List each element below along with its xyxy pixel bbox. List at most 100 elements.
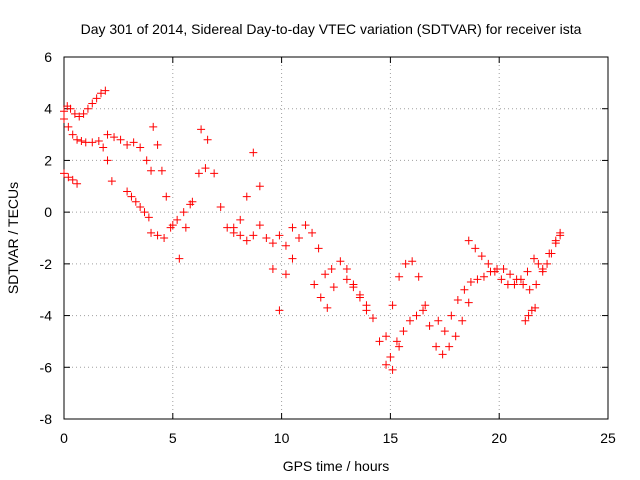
data-point (242, 236, 251, 245)
series-arc-c (60, 169, 82, 188)
grid (64, 57, 608, 419)
data-point (140, 208, 149, 217)
data-point (395, 272, 404, 281)
data-point (157, 166, 166, 175)
data-point (414, 272, 423, 281)
data-point (510, 280, 519, 289)
x-tick-label: 20 (491, 430, 507, 446)
data-point (73, 135, 82, 144)
data-point (236, 215, 245, 224)
data-point (127, 192, 136, 201)
series-arc-o (434, 265, 502, 336)
data-point (175, 254, 184, 263)
data-point (434, 316, 443, 325)
data-point (471, 244, 480, 253)
data-point (88, 138, 97, 147)
data-point (281, 241, 290, 250)
data-point (530, 254, 539, 263)
data-point (547, 249, 556, 258)
y-tick-label: 4 (44, 101, 52, 117)
data-point (392, 337, 401, 346)
data-point (521, 316, 530, 325)
x-tick-label: 0 (60, 430, 68, 446)
data-point (92, 94, 101, 103)
data-point (473, 275, 482, 284)
data-point (323, 303, 332, 312)
data-point (66, 104, 75, 113)
data-point (466, 277, 475, 286)
data-point (166, 223, 175, 232)
series-arc-n (386, 298, 473, 361)
data-point (70, 109, 79, 118)
y-tick-label: 2 (44, 152, 52, 168)
data-point (194, 169, 203, 178)
series-arc-g (147, 200, 195, 242)
data-point (262, 234, 271, 242)
data-point (83, 104, 92, 113)
data-point (242, 192, 251, 201)
data-point (149, 122, 158, 131)
data-point (408, 257, 417, 266)
data-point (64, 173, 73, 182)
series-arc-i (229, 221, 297, 315)
data-point (316, 293, 325, 302)
data-point (99, 143, 108, 152)
series-arc-r (521, 303, 540, 325)
plot-frame (63, 56, 609, 420)
data-point (275, 306, 284, 315)
data-point (499, 265, 508, 274)
data-point (88, 99, 97, 108)
data-point (249, 231, 258, 240)
data-point (236, 231, 245, 240)
data-point (110, 133, 119, 142)
data-point (405, 316, 414, 325)
data-point (349, 283, 358, 292)
data-point (355, 290, 364, 299)
data-point (288, 254, 297, 263)
data-point (281, 270, 290, 279)
data-point (375, 337, 384, 346)
data-point (531, 303, 540, 312)
data-point (329, 283, 338, 292)
data-point (534, 259, 543, 268)
y-tick-label: -2 (40, 256, 53, 272)
data-point (153, 140, 162, 149)
series-arc-e (123, 187, 153, 222)
series-arc-j (268, 221, 336, 279)
data-point (401, 259, 410, 268)
data-point (464, 298, 473, 307)
data-point (107, 177, 116, 186)
data-point (308, 228, 317, 237)
data-point (419, 306, 428, 315)
chart-title: Day 301 of 2014, Sidereal Day-to-day VTE… (81, 21, 582, 37)
axis-ticks: 0 5 10 15 20 25 -8 -6 -4 -2 0 2 4 6 (40, 49, 616, 446)
data-point (75, 112, 84, 121)
x-tick-label: 10 (274, 430, 290, 446)
data-point (142, 156, 151, 165)
data-point (94, 137, 103, 146)
data-point (412, 311, 421, 320)
data-point (399, 327, 408, 336)
data-point (477, 252, 486, 261)
data-point (60, 169, 68, 178)
data-point (506, 270, 515, 279)
data-point (216, 202, 225, 211)
data-point (556, 228, 565, 237)
y-tick-label: 0 (44, 204, 52, 220)
data-point (484, 259, 493, 268)
data-point (68, 130, 77, 139)
data-point (519, 280, 528, 289)
series-arc-m (382, 257, 430, 341)
data-point (382, 360, 391, 369)
data-point (336, 257, 345, 266)
data-point (327, 265, 336, 274)
data-point (79, 109, 88, 118)
data-point (179, 208, 188, 217)
y-tick-label: -6 (40, 359, 53, 375)
series-arc-q (499, 231, 565, 294)
data-point (136, 143, 145, 152)
data-point (116, 135, 125, 144)
data-point (464, 236, 473, 245)
data-point (524, 311, 533, 320)
